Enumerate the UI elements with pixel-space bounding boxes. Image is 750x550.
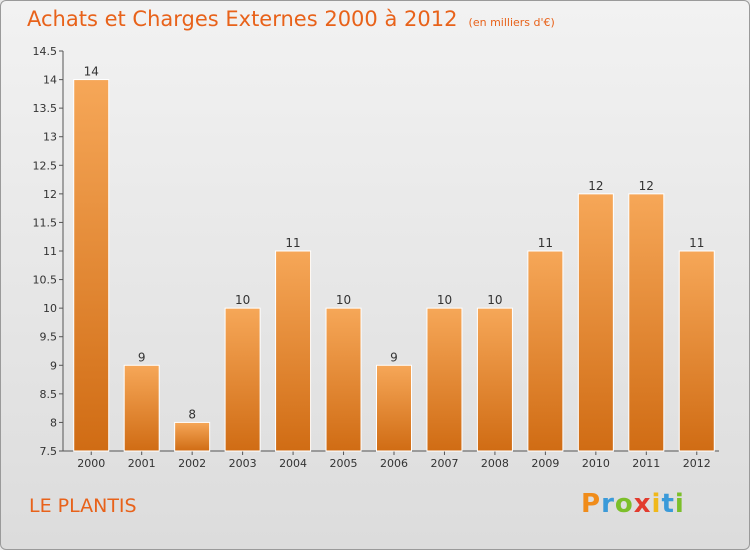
y-tick-label: 10	[43, 302, 57, 315]
bar	[577, 193, 614, 452]
bar	[73, 79, 110, 452]
x-tick-label: 2008	[481, 457, 509, 470]
bar	[527, 250, 564, 452]
data-label: 12	[639, 179, 654, 193]
y-tick-label: 8	[50, 416, 57, 429]
brand-letter: r	[601, 489, 615, 519]
x-tick-label: 2011	[632, 457, 660, 470]
x-tick-label: 2010	[582, 457, 610, 470]
data-label: 8	[188, 407, 196, 421]
x-tick-label: 2007	[430, 457, 458, 470]
brand-letter: t	[661, 489, 675, 519]
y-tick-label: 14	[43, 74, 57, 87]
place-name: LE PLANTIS	[29, 495, 137, 517]
y-tick-label: 12.5	[33, 159, 58, 172]
x-tick-label: 2012	[683, 457, 711, 470]
title-row: Achats et Charges Externes 2000 à 2012 (…	[27, 7, 555, 31]
x-tick-label: 2006	[380, 457, 408, 470]
data-label: 11	[285, 236, 300, 250]
y-tick-label: 9.5	[40, 331, 58, 344]
x-tick-label: 2000	[77, 457, 105, 470]
brand-letter: i	[651, 489, 662, 519]
bar	[325, 307, 362, 452]
bars	[73, 79, 715, 452]
data-label: 10	[336, 293, 351, 307]
bar	[628, 193, 665, 452]
y-tick-label: 11.5	[33, 216, 58, 229]
x-tick-label: 2001	[128, 457, 156, 470]
bar	[426, 307, 463, 452]
labels: 7.5 8 8.5 9 9.5 10 10.5 11 11.5 12 12.5 13 13.5 14 14.…	[33, 45, 711, 470]
bar	[678, 250, 715, 452]
brand-letter: x	[633, 489, 652, 519]
chart-title: Achats et Charges Externes 2000 à 2012	[27, 7, 458, 31]
y-tick-label: 13	[43, 131, 57, 144]
brand-letter: i	[674, 489, 685, 519]
data-label: 11	[538, 236, 553, 250]
brand-letter: o	[614, 489, 634, 519]
y-tick-label: 11	[43, 245, 57, 258]
y-tick-label: 9	[50, 359, 57, 372]
bar	[123, 364, 160, 452]
brand-letter: P	[581, 489, 602, 519]
data-label: 9	[390, 350, 398, 364]
bar	[174, 421, 211, 452]
data-label: 10	[437, 293, 452, 307]
y-tick-label: 14.5	[33, 45, 58, 58]
x-tick-label: 2004	[279, 457, 307, 470]
x-tick-label: 2009	[531, 457, 559, 470]
data-label: 12	[588, 179, 603, 193]
bar	[275, 250, 312, 452]
data-label: 14	[84, 65, 99, 79]
data-label: 10	[235, 293, 250, 307]
y-tick-label: 8.5	[40, 388, 58, 401]
bar	[476, 307, 513, 452]
data-label: 11	[689, 236, 704, 250]
chart-subtitle: (en milliers d'€)	[468, 16, 555, 29]
data-label: 9	[138, 350, 146, 364]
bar	[224, 307, 261, 452]
x-tick-label: 2002	[178, 457, 206, 470]
bar	[376, 364, 412, 452]
data-label: 10	[487, 293, 502, 307]
proxiti-logo[interactable]: Proxiti	[581, 489, 685, 519]
y-tick-label: 13.5	[33, 102, 58, 115]
y-tick-label: 10.5	[33, 274, 58, 287]
x-tick-label: 2003	[229, 457, 257, 470]
x-tick-label: 2005	[330, 457, 358, 470]
y-tick-label: 7.5	[40, 445, 58, 458]
y-tick-label: 12	[43, 188, 57, 201]
